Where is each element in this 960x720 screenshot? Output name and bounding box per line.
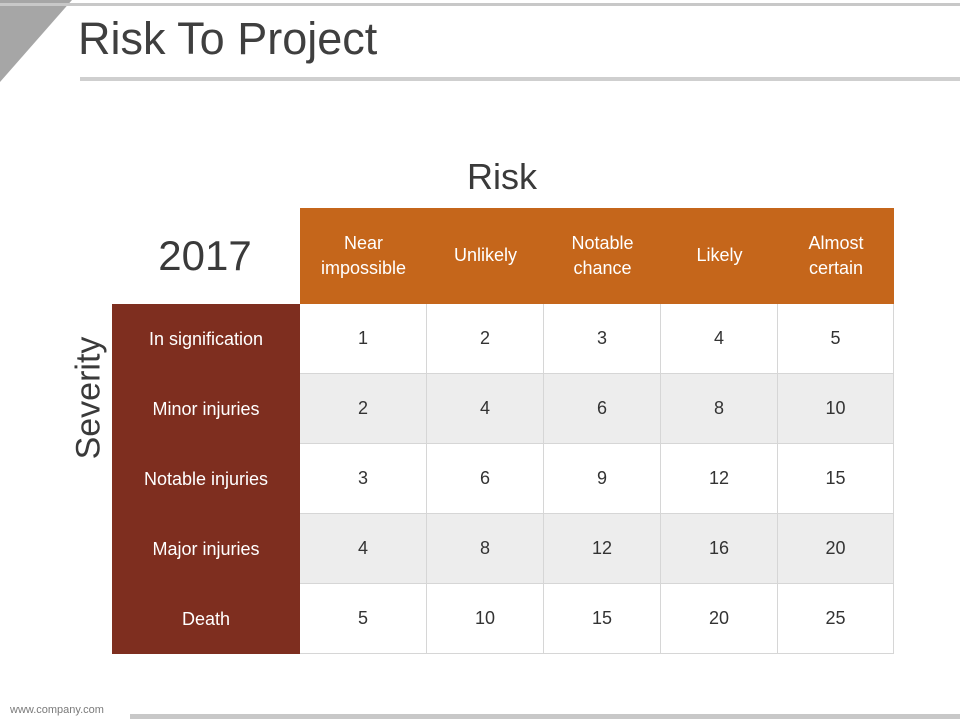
row-header: Notable injuries [143, 468, 269, 489]
matrix-cell: 12 [544, 514, 661, 584]
matrix-cell: 10 [778, 374, 894, 444]
matrix-cell: 10 [427, 584, 544, 654]
title-underline [80, 77, 960, 81]
column-header: Notable chance [571, 232, 634, 278]
footer-rule [130, 714, 960, 719]
matrix-cell: 16 [661, 514, 778, 584]
matrix-cell: 9 [544, 444, 661, 514]
column-header: Likely [696, 245, 743, 266]
matrix-cell: 12 [661, 444, 778, 514]
matrix-cell: 1 [300, 304, 427, 374]
footer-url: www.company.com [10, 704, 104, 716]
row-header: Minor injuries [152, 398, 260, 419]
matrix-cell: 20 [661, 584, 778, 654]
row-header: Major injuries [152, 538, 260, 559]
corner-decoration [0, 0, 72, 82]
matrix-cell: 5 [300, 584, 427, 654]
matrix-cell: 6 [427, 444, 544, 514]
matrix-cell: 2 [427, 304, 544, 374]
matrix-cell: 4 [300, 514, 427, 584]
row-header: In signification [148, 328, 264, 349]
matrix-cell: 8 [427, 514, 544, 584]
column-header-band [300, 208, 894, 304]
matrix-cell: 5 [778, 304, 894, 374]
page-title: Risk To Project [78, 13, 378, 64]
matrix-cell: 8 [661, 374, 778, 444]
matrix-cell: 4 [427, 374, 544, 444]
matrix-cell: 6 [544, 374, 661, 444]
severity-axis-label: Severity [69, 336, 108, 460]
matrix-cell: 4 [661, 304, 778, 374]
column-header: Unlikely [453, 245, 518, 266]
row-header-band [112, 304, 300, 654]
matrix-cell: 2 [300, 374, 427, 444]
matrix-cell: 3 [300, 444, 427, 514]
top-rule [0, 3, 960, 6]
column-header: Almost certain [808, 232, 864, 278]
column-header: Near impossible [320, 232, 407, 278]
matrix-cell: 15 [778, 444, 894, 514]
matrix-cell: 25 [778, 584, 894, 654]
risk-axis-label: Risk [467, 156, 537, 197]
row-header: Death [181, 608, 231, 629]
matrix-cell: 3 [544, 304, 661, 374]
matrix-cell: 15 [544, 584, 661, 654]
matrix-cell: 20 [778, 514, 894, 584]
year-label: 2017 [158, 232, 252, 279]
